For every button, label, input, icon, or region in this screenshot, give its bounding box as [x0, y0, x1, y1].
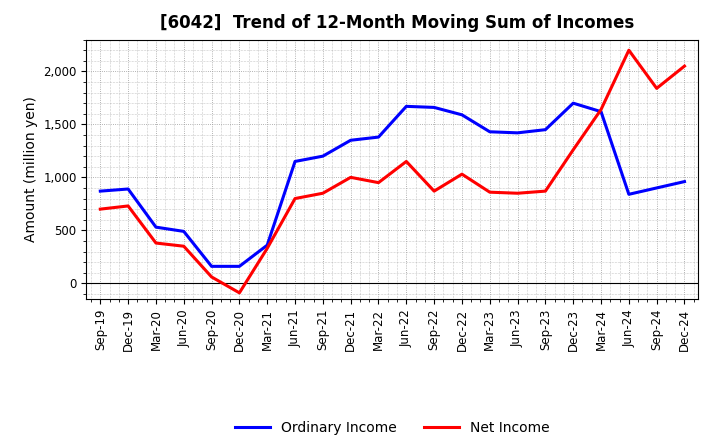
Net Income — [124, 203, 132, 209]
Net Income — [652, 86, 661, 91]
Text: [6042]  Trend of 12-Month Moving Sum of Incomes: [6042] Trend of 12-Month Moving Sum of I… — [160, 15, 634, 33]
Y-axis label: Amount (million yen): Amount (million yen) — [24, 96, 37, 242]
Ordinary Income — [430, 105, 438, 110]
Legend: Ordinary Income, Net Income: Ordinary Income, Net Income — [230, 415, 555, 440]
Net Income — [346, 175, 355, 180]
Ordinary Income — [207, 264, 216, 269]
Ordinary Income — [152, 224, 161, 230]
Line: Net Income: Net Income — [100, 50, 685, 293]
Net Income — [402, 159, 410, 164]
Ordinary Income — [458, 112, 467, 117]
Net Income — [485, 190, 494, 195]
Net Income — [624, 48, 633, 53]
Ordinary Income — [513, 130, 522, 136]
Net Income — [152, 240, 161, 246]
Ordinary Income — [680, 179, 689, 184]
Ordinary Income — [291, 159, 300, 164]
Ordinary Income — [374, 135, 383, 140]
Net Income — [541, 188, 550, 194]
Ordinary Income — [569, 100, 577, 106]
Net Income — [235, 290, 243, 296]
Ordinary Income — [96, 188, 104, 194]
Net Income — [318, 191, 327, 196]
Ordinary Income — [346, 138, 355, 143]
Ordinary Income — [597, 109, 606, 114]
Net Income — [374, 180, 383, 185]
Ordinary Income — [485, 129, 494, 135]
Ordinary Income — [235, 264, 243, 269]
Net Income — [680, 63, 689, 69]
Net Income — [597, 107, 606, 112]
Ordinary Income — [652, 185, 661, 191]
Net Income — [458, 172, 467, 177]
Net Income — [430, 188, 438, 194]
Ordinary Income — [179, 229, 188, 234]
Net Income — [291, 196, 300, 201]
Ordinary Income — [124, 187, 132, 192]
Net Income — [179, 244, 188, 249]
Net Income — [263, 246, 271, 251]
Line: Ordinary Income: Ordinary Income — [100, 103, 685, 266]
Ordinary Income — [541, 127, 550, 132]
Ordinary Income — [624, 192, 633, 197]
Ordinary Income — [402, 104, 410, 109]
Net Income — [569, 147, 577, 152]
Net Income — [207, 274, 216, 279]
Ordinary Income — [318, 154, 327, 159]
Net Income — [513, 191, 522, 196]
Net Income — [96, 206, 104, 212]
Ordinary Income — [263, 242, 271, 248]
